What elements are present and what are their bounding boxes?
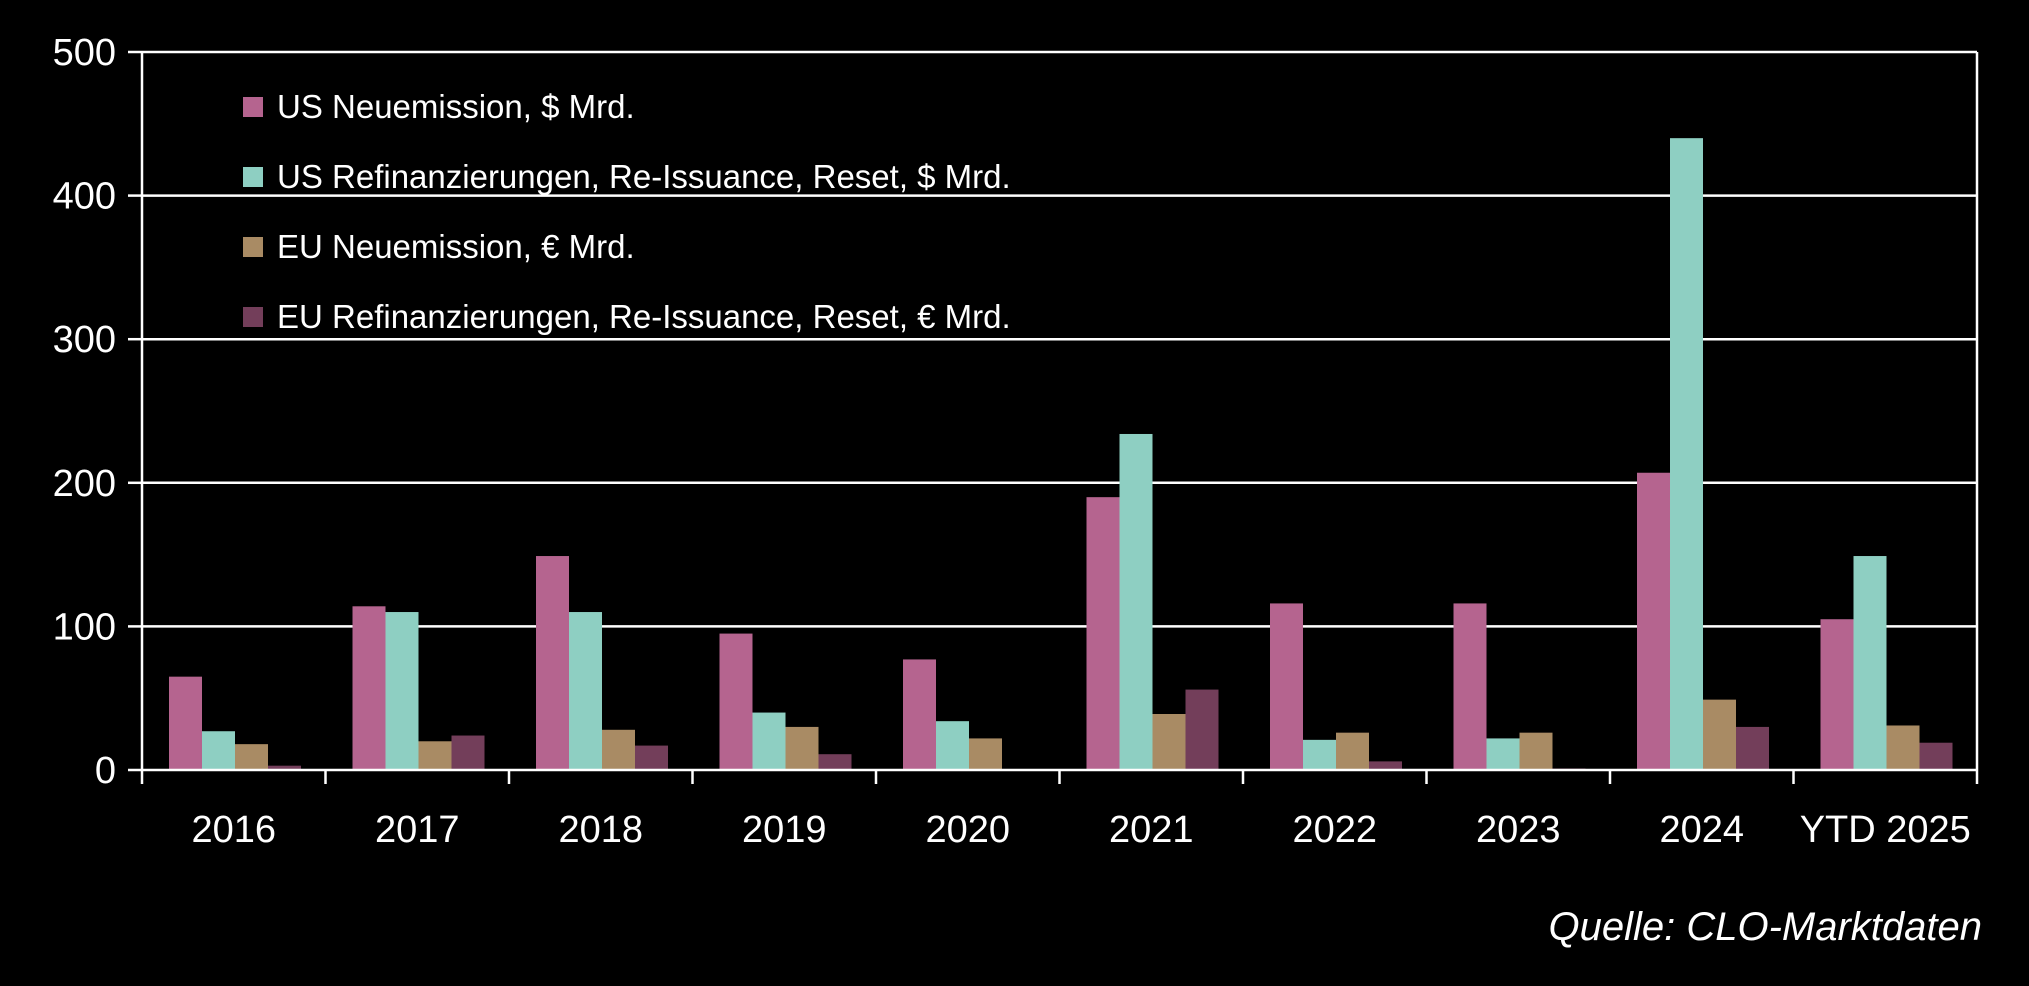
- x-tick-label: 2018: [558, 809, 643, 851]
- y-tick-label: 200: [53, 463, 116, 505]
- legend-label: EU Refinanzierungen, Re-Issuance, Reset,…: [277, 298, 1011, 335]
- bar-3-2021: [1152, 713, 1186, 770]
- bar-2-2017: [385, 612, 419, 770]
- y-tick-label: 300: [53, 319, 116, 361]
- legend-swatch: [243, 167, 263, 187]
- bar-1-2017: [352, 606, 386, 770]
- legend-swatch: [243, 307, 263, 327]
- bar-4-2021: [1185, 689, 1219, 770]
- bar-2-2021: [1119, 433, 1153, 770]
- x-tick-label: 2021: [1109, 809, 1194, 851]
- bar-2-2018: [569, 612, 602, 770]
- legend: US Neuemission, $ Mrd. US Refinanzierunge…: [243, 88, 1011, 335]
- bar-3-2023: [1519, 732, 1553, 770]
- bar-4-2019: [818, 754, 852, 770]
- bar-3-2016: [235, 744, 268, 770]
- bar-1-2022: [1270, 603, 1303, 770]
- bar-3-2019: [785, 726, 819, 770]
- bar-3-ytd-2025: [1886, 725, 1920, 770]
- bar-3-2017: [418, 741, 452, 770]
- bar-3-2024: [1703, 699, 1736, 770]
- bar-4-ytd-2025: [1919, 742, 1953, 770]
- bar-2-2023: [1486, 738, 1520, 770]
- bar-1-2016: [169, 676, 202, 770]
- x-tick-label: 2017: [375, 809, 460, 851]
- axes: 0 100 200 300 400 500 2016 2017 2018 2019 2020 2021…: [53, 32, 1979, 851]
- y-tick-label: 0: [95, 750, 116, 792]
- bar-1-2023: [1453, 603, 1487, 770]
- legend-swatch: [243, 97, 263, 117]
- x-tick-label: YTD 2025: [1800, 809, 1971, 851]
- bar-4-2017: [451, 735, 485, 770]
- x-tick-label: 2016: [191, 809, 276, 851]
- bar-4-2016: [268, 765, 301, 770]
- x-tick-label: 2020: [925, 809, 1010, 851]
- bar-4-2022: [1369, 761, 1402, 770]
- bar-3-2022: [1336, 732, 1369, 770]
- bar-2-2016: [202, 731, 235, 770]
- legend-label: EU Neuemission, € Mrd.: [277, 228, 635, 265]
- legend-label: US Neuemission, $ Mrd.: [277, 88, 635, 125]
- bar-4-2018: [635, 745, 668, 770]
- legend-label: US Refinanzierungen, Re-Issuance, Reset,…: [277, 158, 1011, 195]
- bar-2-2019: [752, 712, 786, 770]
- bar-1-2021: [1086, 497, 1120, 770]
- bar-2-2024: [1670, 138, 1703, 770]
- bar-2-2020: [936, 721, 969, 770]
- bar-1-2024: [1637, 472, 1670, 770]
- bar-3-2018: [602, 729, 635, 770]
- x-tick-label: 2024: [1659, 809, 1744, 851]
- bar-1-2019: [719, 633, 753, 770]
- bar-1-2018: [536, 556, 569, 770]
- bar-1-2020: [903, 659, 936, 770]
- legend-swatch: [243, 237, 263, 257]
- x-tick-label: 2022: [1292, 809, 1377, 851]
- bar-1-ytd-2025: [1820, 619, 1854, 770]
- bar-4-2024: [1736, 726, 1769, 770]
- source-note: Quelle: CLO-Marktdaten: [1548, 905, 1982, 949]
- bars: [169, 138, 1953, 770]
- y-tick-label: 400: [53, 176, 116, 218]
- x-tick-label: 2019: [742, 809, 827, 851]
- bar-2-ytd-2025: [1853, 556, 1887, 770]
- x-tick-label: 2023: [1476, 809, 1561, 851]
- bar-2-2022: [1303, 739, 1336, 770]
- bar-3-2020: [969, 738, 1002, 770]
- y-tick-label: 100: [53, 606, 116, 648]
- y-tick-label: 500: [53, 32, 116, 74]
